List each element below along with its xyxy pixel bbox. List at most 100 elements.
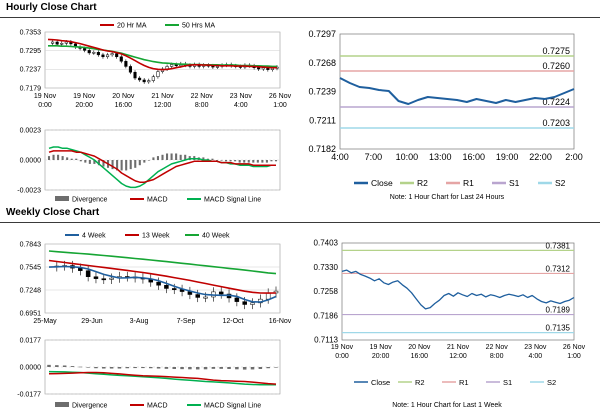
weekly-1w-xtick-date: 21 Nov [447, 344, 470, 351]
weekly-macd-divergence-bar [102, 367, 106, 369]
hourly-price-xtick-date: 19 Nov [73, 93, 96, 100]
hourly-price-xtick-date: 23 Nov [230, 93, 253, 100]
weekly-1w-xtick-time: 4:00 [529, 353, 543, 360]
weekly-macd-divergence-bar [266, 367, 270, 369]
hourly-price-candle-body [92, 52, 96, 54]
weekly-macd-divergence-bar [55, 365, 59, 367]
hourly-macd-divergence-bar [238, 160, 241, 163]
hourly-macd-divergence-bar [97, 160, 100, 166]
weekly-1w-xtick-time: 16:00 [411, 353, 429, 360]
hourly-24h-xtick-label: 22:00 [529, 152, 552, 162]
hourly-macd-divergence-bar [79, 160, 82, 162]
weekly-1w-level-r1-label: 0.7312 [546, 264, 571, 273]
hourly-macd-divergence-bar [156, 156, 159, 160]
weekly-macd-divergence-bar [47, 364, 51, 367]
hourly-macd-ytick-label: -0.0023 [17, 187, 41, 194]
weekly-macd-chart: 0.0177 0.0000 -0.0177 Divergence MACD MACD Si… [17, 337, 281, 410]
weekly-price-xtick-label: 7-Sep [177, 318, 196, 325]
weekly-1w-xtick-time: 20:00 [372, 353, 390, 360]
hourly-price-xtick-time: 8:00 [195, 102, 209, 109]
hourly-price-xtick-time: 4:00 [234, 102, 248, 109]
weekly-macd-macd-line [48, 370, 277, 386]
hourly-price-candle-body [128, 66, 132, 73]
hourly-24h-plot-area [339, 33, 575, 150]
weekly-1w-legend-label: S1 [503, 378, 512, 387]
hourly-price-candle-body [96, 52, 100, 56]
weekly-macd-divergence-bar [86, 367, 90, 368]
weekly-macd-divergence-bar [211, 367, 216, 369]
hourly-24h-legend-label: S2 [555, 178, 566, 188]
hourly-macd-divergence-bar [175, 153, 178, 160]
hourly-price-xtick-time: 20:00 [75, 102, 93, 109]
weekly-macd-divergence-bar [235, 367, 239, 370]
weekly-macd-divergence-bar [117, 367, 122, 369]
hourly-24h-level-r1-label: 0.7260 [542, 61, 570, 71]
hourly-24h-level-s2-label: 0.7203 [542, 118, 570, 128]
hourly-price-candle-body [64, 41, 68, 44]
hourly-macd-legend-label: MACD Signal Line [204, 197, 261, 204]
hourly-price-candle-body [170, 64, 174, 67]
weekly-macd-divergence-bar [180, 367, 184, 370]
weekly-1w-close-line [341, 269, 575, 310]
hourly-24h-legend-label: S1 [509, 178, 520, 188]
weekly-macd-legend-label: Divergence [72, 403, 108, 410]
hourly-price-candle-body [138, 77, 142, 81]
hourly-macd-divergence-bar [179, 154, 182, 160]
hourly-price-xtick-date: 20 Nov [112, 93, 135, 100]
weekly-1w-xtick-time: 0:00 [335, 353, 349, 360]
hourly-24h-xtick-label: 7:00 [365, 152, 383, 162]
hourly-24h-legend-label: R2 [417, 178, 428, 188]
hourly-24h-xtick-label: 10:00 [396, 152, 419, 162]
weekly-price-candle-body [195, 294, 200, 298]
weekly-1w-plot-area [341, 242, 575, 341]
hourly-macd-divergence-bar [261, 160, 264, 163]
weekly-macd-divergence-bar [78, 366, 83, 368]
hourly-macd-divergence-bar [70, 158, 73, 160]
weekly-price-ytick-label: 0.7843 [20, 241, 42, 248]
hourly-macd-divergence-bar [252, 160, 255, 163]
weekly-macd-ytick-label: -0.0177 [17, 391, 41, 398]
weekly-price-candle-body [93, 276, 99, 279]
weekly-macd-divergence-bar [70, 366, 75, 367]
hourly-price-candle-body [60, 43, 64, 45]
hourly-price-candle-body [115, 53, 119, 58]
hourly-macd-divergence-bar [75, 158, 78, 160]
weekly-price-candle-body [78, 267, 83, 271]
weekly-macd-divergence-bar [258, 367, 263, 369]
weekly-1w-legend-label: Close [371, 378, 390, 387]
hourly-macd-divergence-bar [84, 160, 87, 163]
hourly-price-xtick-time: 12:00 [154, 102, 172, 109]
hourly-macd-ytick-label: 0.0023 [20, 127, 42, 134]
hourly-24h-xtick-label: 16:00 [462, 152, 485, 162]
hourly-price-candle-body [142, 79, 146, 83]
weekly-price-candle-body [203, 296, 208, 299]
hourly-macd-divergence-bar [184, 154, 187, 160]
weekly-price-candle-body [164, 284, 169, 289]
weekly-macd-divergence-bar [195, 367, 200, 370]
weekly-1w-ytick-label: 0.7186 [314, 311, 339, 320]
weekly-1w-ytick-label: 0.7113 [314, 336, 338, 345]
weekly-1w-level-s1-label: 0.7189 [546, 306, 571, 315]
weekly-1w-xtick-date: 20 Nov [408, 344, 431, 351]
weekly-macd-divergence-bar [250, 367, 255, 370]
hourly-price-ytick-label: 0.7237 [20, 67, 42, 74]
hourly-price-candle-body [119, 56, 123, 62]
weekly-price-xtick-label: 12-Oct [222, 318, 243, 325]
hourly-price-candle-body [151, 76, 155, 81]
hourly-24h-ytick-label: 0.7182 [308, 144, 336, 154]
hourly-macd-divergence-bar [256, 160, 259, 163]
weekly-price-ytick-label: 0.7545 [20, 264, 42, 271]
hourly-24h-xtick-label: 2:00 [565, 152, 583, 162]
weekly-price-candle-body [218, 291, 224, 295]
weekly-macd-divergence-bar [164, 367, 169, 369]
hourly-24h-level-s1-label: 0.7224 [542, 97, 570, 107]
hourly-macd-divergence-bar [147, 160, 150, 161]
weekly-1w-legend-label: R1 [459, 378, 469, 387]
weekly-price-legend-label: 40 Week [202, 233, 230, 240]
hourly-macd-divergence-bar [202, 157, 205, 160]
hourly-macd-divergence-bar [170, 153, 173, 160]
weekly-macd-legend-label: MACD [147, 403, 168, 410]
hourly-macd-divergence-bar [229, 160, 232, 162]
weekly-macd-divergence-bar [148, 367, 153, 369]
hourly-macd-divergence-bar [234, 160, 237, 162]
